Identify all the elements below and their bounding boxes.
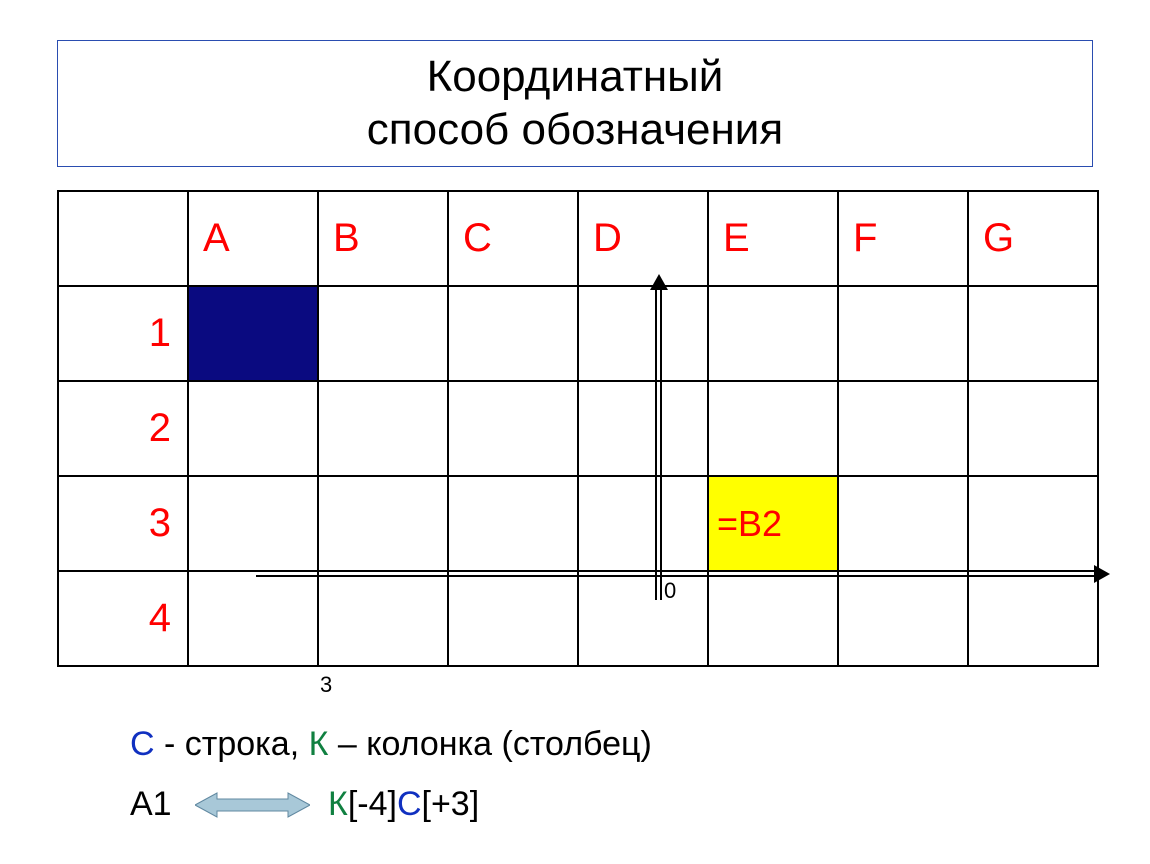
- minus3-label: - 3: [320, 655, 332, 695]
- row-head-1: 1: [58, 286, 188, 381]
- row-head-4: 4: [58, 571, 188, 666]
- col-head-D: D: [578, 191, 708, 286]
- cell-G4: [968, 571, 1098, 666]
- axis-horizontal-line-2: [256, 575, 1096, 577]
- col-head-G: G: [968, 191, 1098, 286]
- double-arrow-shape: [195, 793, 310, 817]
- cell-D3: [578, 476, 708, 571]
- legend-line-2: А1: [130, 785, 172, 824]
- axis-vertical-line-1: [655, 286, 657, 600]
- corner-cell: [58, 191, 188, 286]
- cell-E2: [708, 381, 838, 476]
- cell-B3: [318, 476, 448, 571]
- cell-F2: [838, 381, 968, 476]
- col-head-C: C: [448, 191, 578, 286]
- legend1-stroka: строка,: [185, 725, 309, 763]
- row-3: 3 =В2: [58, 476, 1098, 571]
- coordinate-grid: A B C D E F G 1 2: [57, 190, 1099, 667]
- axis-horizontal-arrowhead: [1094, 565, 1110, 583]
- cell-G1: [968, 286, 1098, 381]
- axis-vertical-arrowhead: [650, 274, 668, 290]
- col-head-B: B: [318, 191, 448, 286]
- cell-D1: [578, 286, 708, 381]
- cell-E4: [708, 571, 838, 666]
- cell-E3: =В2: [708, 476, 838, 571]
- legend2-br2: [+3]: [422, 785, 480, 823]
- legend1-rest: – колонка (столбец): [328, 725, 651, 763]
- title-box: Координатный способ обозначения: [57, 40, 1093, 167]
- axis-vertical-line-2: [660, 286, 662, 600]
- legend1-dash: -: [155, 725, 185, 763]
- origin-label: 0: [664, 578, 676, 604]
- cell-B1: [318, 286, 448, 381]
- cell-C1: [448, 286, 578, 381]
- row-1: 1: [58, 286, 1098, 381]
- legend-line-1: С - строка, К – колонка (столбец): [130, 725, 652, 764]
- col-head-F: F: [838, 191, 968, 286]
- row-head-2: 2: [58, 381, 188, 476]
- legend-line-2b: К[-4]С[+3]: [328, 785, 479, 824]
- cell-E1: [708, 286, 838, 381]
- legend2-br1: [-4]: [348, 785, 397, 823]
- cell-B4: [318, 571, 448, 666]
- legend2-C: С: [397, 785, 422, 823]
- legend2-K: К: [328, 785, 348, 823]
- row-2: 2: [58, 381, 1098, 476]
- cell-C2: [448, 381, 578, 476]
- cell-B2: [318, 381, 448, 476]
- header-row: A B C D E F G: [58, 191, 1098, 286]
- col-head-E: E: [708, 191, 838, 286]
- cell-C3: [448, 476, 578, 571]
- double-arrow-icon: [195, 790, 310, 820]
- cell-A1: [188, 286, 318, 381]
- cell-A4: [188, 571, 318, 666]
- cell-C4: [448, 571, 578, 666]
- slide-root: Координатный способ обозначения A B C D …: [0, 0, 1150, 864]
- legend2-A1: А1: [130, 785, 172, 823]
- cell-G3: [968, 476, 1098, 571]
- cell-A3: [188, 476, 318, 571]
- legend1-K: К: [309, 725, 329, 763]
- cell-A2: [188, 381, 318, 476]
- cell-F4: [838, 571, 968, 666]
- legend1-C: С: [130, 725, 155, 763]
- col-head-A: A: [188, 191, 318, 286]
- row-4: 4: [58, 571, 1098, 666]
- row-head-3: 3: [58, 476, 188, 571]
- cell-F1: [838, 286, 968, 381]
- cell-F3: [838, 476, 968, 571]
- title-text: Координатный способ обозначения: [367, 51, 783, 157]
- axis-horizontal-line-1: [256, 570, 1096, 572]
- cell-G2: [968, 381, 1098, 476]
- cell-D2: [578, 381, 708, 476]
- cell-D4: [578, 571, 708, 666]
